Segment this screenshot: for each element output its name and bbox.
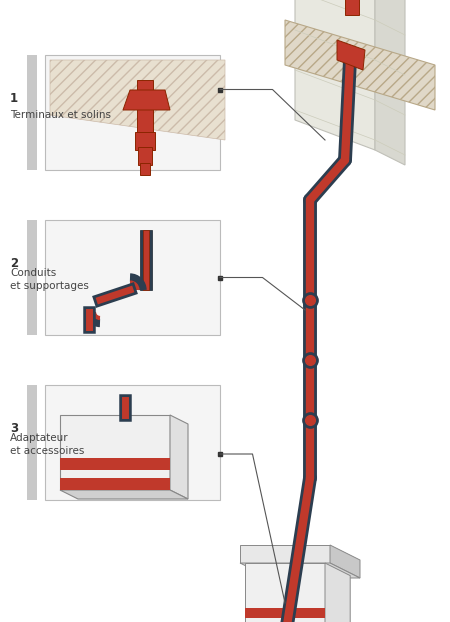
Text: 1: 1 [10, 92, 18, 105]
Polygon shape [123, 90, 170, 110]
Bar [140, 163, 150, 175]
Bar [143, 230, 149, 290]
FancyBboxPatch shape [45, 220, 220, 335]
Polygon shape [60, 490, 188, 499]
FancyBboxPatch shape [45, 385, 220, 500]
Bar [135, 132, 155, 150]
FancyBboxPatch shape [27, 385, 37, 500]
Polygon shape [170, 415, 188, 499]
Polygon shape [240, 563, 360, 578]
Text: 3: 3 [10, 422, 18, 435]
Polygon shape [60, 415, 170, 490]
Bar [140, 230, 152, 290]
Bar [245, 608, 325, 618]
Bar [60, 478, 170, 490]
Text: Terminaux et solins: Terminaux et solins [10, 109, 111, 119]
Polygon shape [375, 0, 405, 165]
FancyBboxPatch shape [27, 220, 37, 335]
Polygon shape [285, 20, 435, 110]
Polygon shape [240, 545, 330, 563]
Polygon shape [50, 60, 225, 140]
Polygon shape [330, 545, 360, 578]
FancyBboxPatch shape [45, 55, 220, 170]
Bar [138, 147, 152, 165]
Bar [60, 458, 170, 470]
Text: Adaptateur
et accessoires: Adaptateur et accessoires [10, 434, 85, 456]
Text: 2: 2 [10, 257, 18, 270]
Polygon shape [325, 563, 350, 622]
Text: Conduits
et supportages: Conduits et supportages [10, 268, 89, 290]
Polygon shape [245, 563, 325, 622]
Bar [137, 80, 153, 135]
Polygon shape [295, 0, 375, 150]
Polygon shape [337, 40, 365, 70]
FancyBboxPatch shape [27, 55, 37, 170]
Bar [345, 0, 359, 15]
